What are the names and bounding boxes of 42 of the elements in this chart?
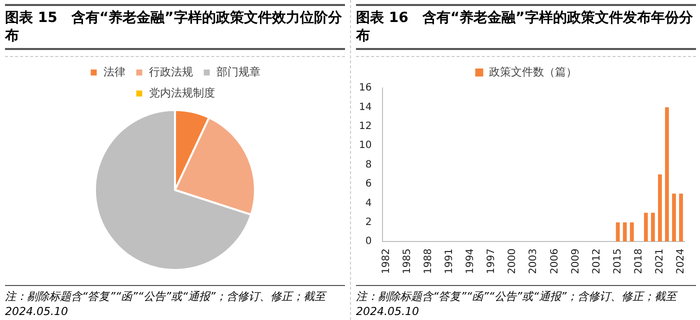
x-tick-label: 2015 [612,248,624,274]
y-tick-label: 8 [365,159,372,170]
x-tick-label: 1997 [486,248,498,274]
x-tick-label: 2012 [591,248,602,274]
x-tick-label: 1988 [422,248,434,274]
legend-label: 政策文件数（篇） [488,65,577,78]
chart-title: 图表 16 含有“养老金融”字样的政策文件发布年份分布 [356,4,696,50]
x-tick-label: 1991 [444,248,455,274]
legend-label: 部门规章 [216,65,260,78]
y-tick-label: 12 [358,120,372,132]
y-tick-label: 6 [365,178,372,190]
y-tick-label: 4 [365,198,372,209]
legend-label: 行政法规 [148,65,193,78]
chart-title: 图表 15 含有“养老金融”字样的政策文件效力位阶分布 [5,4,345,50]
bar [658,174,662,242]
bar [665,107,669,242]
x-tick-label: 2009 [570,248,582,274]
x-tick-label: 2006 [549,248,560,274]
x-tick-label: 2003 [528,248,540,274]
legend-label: 法律 [103,65,126,78]
bar [644,212,648,242]
y-tick-label: 14 [358,102,372,113]
x-tick-label: 2024 [676,248,687,274]
x-tick-label: 1994 [465,248,476,274]
bar [622,222,627,242]
bar [679,194,683,242]
bar [616,222,620,242]
x-tick-label: 1982 [380,248,392,274]
y-tick-label: 16 [358,82,372,94]
bar [672,194,676,242]
x-tick-label: 2021 [654,248,666,274]
bar [630,222,634,242]
y-tick-label: 10 [358,140,372,152]
legend-label: 党内法规制度 [148,86,215,100]
y-tick-label: 2 [365,216,372,228]
text: 注：剔除标题含“答复”“函”“公告”或“通报”；含修订、修正；截至 2024.05.10 [356,289,679,319]
bar [650,212,655,242]
x-tick-label: 2018 [633,248,644,274]
x-tick-label: 2000 [507,248,518,274]
y-tick-label: 0 [365,236,372,248]
text: 注：剔除标题含“答复”“函”“公告”或“通报”；含修订、修正；截至 2024.05.10 [5,289,328,319]
x-tick-label: 1985 [402,248,413,274]
